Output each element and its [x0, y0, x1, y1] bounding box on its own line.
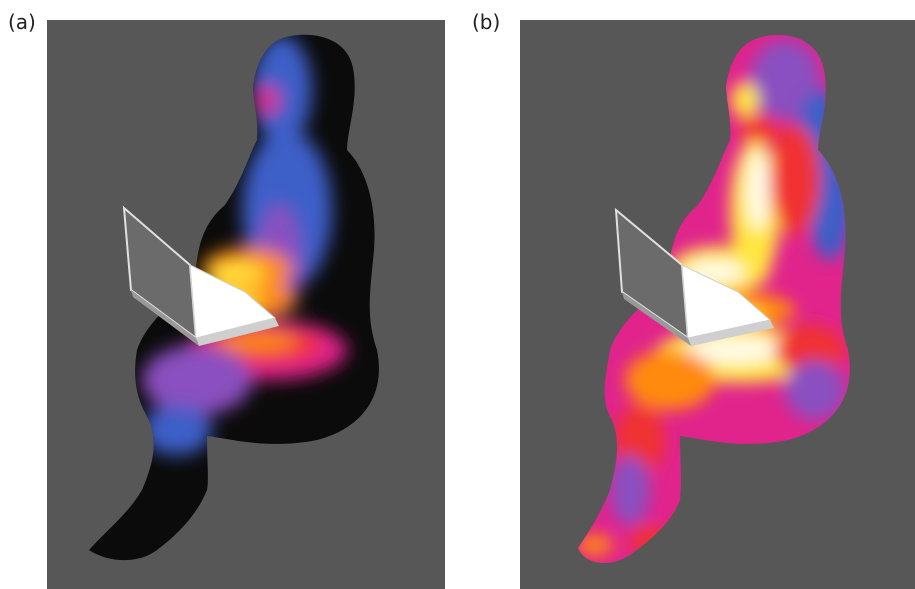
thermal-figure-a: [89, 34, 379, 561]
laptop-a: [122, 205, 279, 346]
panel-b: [520, 20, 915, 589]
thermal-figure-b: [578, 34, 850, 564]
laptop-b: [614, 207, 774, 346]
panel-a: [47, 20, 445, 589]
panel-label-a: (a): [8, 10, 36, 34]
panel-label-b: (b): [472, 10, 501, 34]
